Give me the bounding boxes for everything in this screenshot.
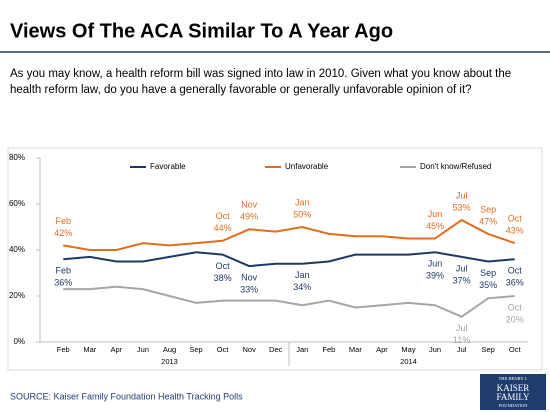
legend-label: Don't know/Refused bbox=[420, 162, 491, 171]
y-tick-label: 40% bbox=[9, 245, 25, 254]
data-label-month: Jul bbox=[456, 190, 468, 200]
data-label-month: Nov bbox=[241, 272, 258, 282]
data-label-month: Oct bbox=[216, 211, 231, 221]
data-label-month: Jul bbox=[456, 323, 468, 333]
data-label-month: Oct bbox=[508, 302, 523, 312]
data-label-month: Jun bbox=[428, 259, 443, 269]
x-tick-label: Nov bbox=[242, 345, 256, 354]
data-label: 20% bbox=[506, 314, 524, 324]
data-label-month: Nov bbox=[241, 200, 258, 210]
data-label-month: Sep bbox=[480, 268, 496, 278]
x-tick-label: Jun bbox=[137, 345, 149, 354]
x-tick-label: May bbox=[401, 345, 415, 354]
x-tick-label: Jan bbox=[296, 345, 308, 354]
subtitle: As you may know, a health reform bill wa… bbox=[10, 68, 512, 96]
x-tick-label: Feb bbox=[322, 345, 335, 354]
data-label-month: Jun bbox=[428, 209, 443, 219]
x-tick-label: Sep bbox=[481, 345, 494, 354]
x-tick-label: Sep bbox=[189, 345, 202, 354]
legend-label: Unfavorable bbox=[285, 162, 329, 171]
data-label: 33% bbox=[240, 284, 258, 294]
data-label: 36% bbox=[54, 278, 72, 288]
y-tick-label: 20% bbox=[9, 291, 25, 300]
data-label: 39% bbox=[426, 271, 444, 281]
data-label-month: Sep bbox=[480, 204, 496, 214]
x-tick-label: Dec bbox=[269, 345, 283, 354]
data-label: 45% bbox=[426, 221, 444, 231]
y-tick-label: 60% bbox=[9, 199, 25, 208]
data-label-month: Oct bbox=[508, 213, 523, 223]
data-label: 44% bbox=[214, 223, 232, 233]
chart-title: Views Of The ACA Similar To A Year Ago bbox=[10, 20, 393, 42]
data-label-month: Jan bbox=[295, 197, 310, 207]
data-label-month: Feb bbox=[56, 266, 72, 276]
data-label-month: Oct bbox=[508, 266, 523, 276]
logo-text: THE HENRY J. bbox=[499, 376, 528, 381]
data-label: 37% bbox=[453, 275, 471, 285]
data-label: 47% bbox=[479, 216, 497, 226]
x-tick-label: Aug bbox=[163, 345, 176, 354]
data-label-month: Jan bbox=[295, 270, 310, 280]
data-label-month: Feb bbox=[56, 216, 72, 226]
x-tick-label: Apr bbox=[376, 345, 388, 354]
data-label: 50% bbox=[293, 209, 311, 219]
x-tick-label: Jun bbox=[429, 345, 441, 354]
x-tick-label: Mar bbox=[349, 345, 362, 354]
year-label: 2013 bbox=[161, 357, 178, 366]
year-label: 2014 bbox=[400, 357, 417, 366]
series-line bbox=[63, 285, 515, 318]
source: SOURCE: Kaiser Family Foundation Health … bbox=[10, 391, 243, 401]
y-tick-label: 80% bbox=[9, 153, 25, 162]
x-tick-label: Mar bbox=[83, 345, 96, 354]
logo-text: FOUNDATION bbox=[499, 403, 529, 408]
chart-frame bbox=[7, 147, 543, 371]
data-label: 34% bbox=[293, 282, 311, 292]
x-tick-label: Apr bbox=[111, 345, 123, 354]
data-label: 11% bbox=[453, 335, 470, 345]
data-label: 53% bbox=[453, 202, 471, 212]
x-tick-label: Oct bbox=[217, 345, 230, 354]
logo bbox=[480, 374, 546, 410]
x-tick-label: Jul bbox=[457, 345, 467, 354]
data-label-month: Oct bbox=[216, 261, 231, 271]
data-label-month: Jul bbox=[456, 263, 468, 273]
data-label: 43% bbox=[506, 225, 524, 235]
x-tick-label: Oct bbox=[509, 345, 522, 354]
series-line bbox=[63, 251, 515, 268]
subtitle-box: As you may know, a health reform bill wa… bbox=[10, 68, 512, 96]
legend-label: Favorable bbox=[150, 162, 186, 171]
y-tick-label: 0% bbox=[13, 337, 25, 346]
logo-text: KAISER bbox=[497, 383, 530, 393]
series-line bbox=[63, 218, 516, 251]
logo-text: FAMILY bbox=[497, 392, 530, 402]
data-label: 36% bbox=[506, 278, 524, 288]
data-label: 38% bbox=[214, 273, 232, 283]
data-label: 42% bbox=[54, 228, 72, 238]
x-tick-label: Feb bbox=[57, 345, 70, 354]
data-label: 35% bbox=[479, 280, 497, 290]
data-label: 49% bbox=[240, 212, 258, 222]
